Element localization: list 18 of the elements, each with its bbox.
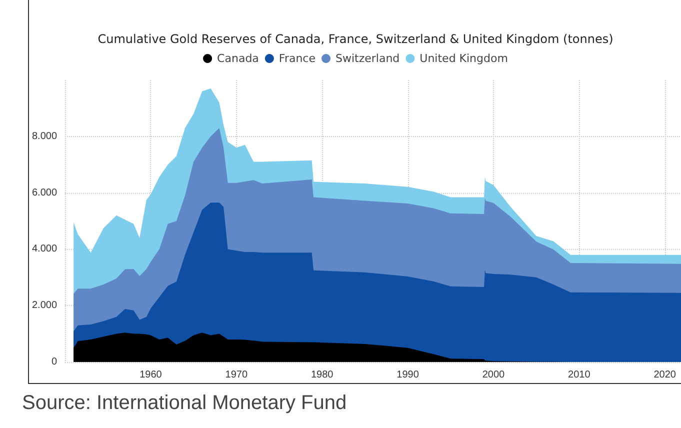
source-note: Source: International Monetary Fund xyxy=(22,392,347,415)
x-tick-label: 1970 xyxy=(225,370,248,380)
x-tick-label: 2000 xyxy=(482,370,506,380)
x-tick-label: 1980 xyxy=(310,370,334,380)
legend-label: France xyxy=(278,52,316,65)
y-tick-label: 0 xyxy=(51,356,58,368)
y-tick-label: 4.000 xyxy=(32,244,58,255)
x-tick-label: 2010 xyxy=(568,370,591,380)
y-tick-label: 2.000 xyxy=(32,300,58,312)
y-tick-label: 6.000 xyxy=(32,187,58,198)
x-tick-label: 1990 xyxy=(396,370,420,380)
legend-label: Canada xyxy=(217,52,259,65)
chart-title: Cumulative Gold Reserves of Canada, France, Switzerland & United Kingdom (tonnes) xyxy=(98,32,614,46)
legend-label: Switzerland xyxy=(335,52,400,65)
y-tick-label: 8.000 xyxy=(32,130,58,142)
x-tick-label: 1960 xyxy=(140,370,162,380)
legend-label: United Kingdom xyxy=(420,52,508,65)
x-tick-label: 2020 xyxy=(654,370,676,380)
